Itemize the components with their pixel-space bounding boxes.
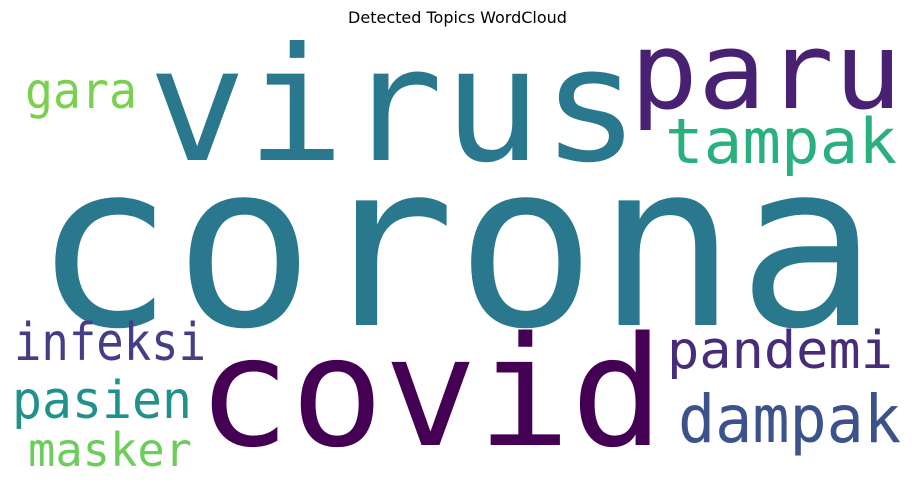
- word-pandemi: pandemi: [667, 321, 893, 381]
- word-virus: virus: [148, 14, 640, 198]
- word-pasien: pasien: [12, 371, 192, 431]
- word-covid: covid: [197, 304, 664, 481]
- word-paru: paru: [630, 10, 902, 133]
- word-masker: masker: [28, 423, 192, 477]
- chart-title: Detected Topics WordCloud: [348, 8, 567, 27]
- word-tampak: tampak: [665, 105, 897, 178]
- word-corona: corona: [33, 113, 878, 379]
- word-gara: gara: [25, 62, 137, 120]
- word-dampak: dampak: [678, 381, 901, 458]
- word-infeksi: infeksi: [14, 313, 206, 373]
